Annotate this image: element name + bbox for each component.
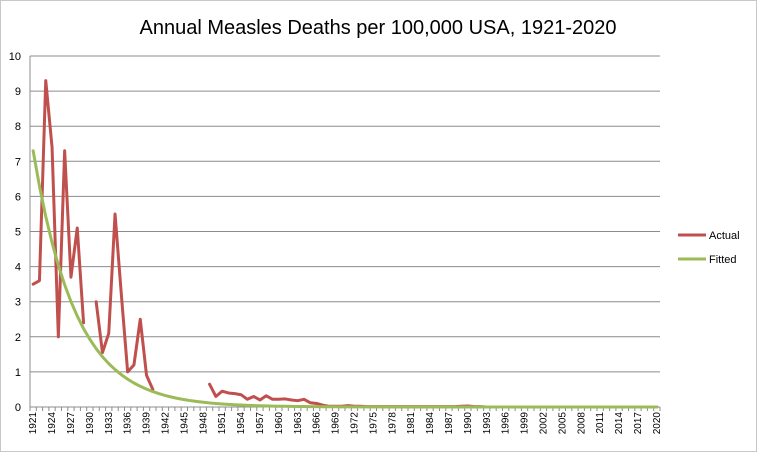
y-tick-label: 7 (15, 156, 21, 168)
y-tick-label: 5 (15, 227, 21, 239)
x-tick-label: 2017 (633, 412, 644, 435)
series-line-fitted (31, 149, 659, 409)
y-tick-label: 8 (15, 121, 21, 133)
x-tick-label: 1930 (85, 412, 96, 435)
x-tick-label: 1975 (368, 412, 379, 435)
x-tick-label: 1924 (47, 412, 58, 435)
x-tick-label: 1960 (274, 412, 285, 435)
x-tick-label: 2008 (576, 412, 587, 435)
x-tick-label: 2002 (538, 412, 549, 435)
x-tick-label: 1993 (482, 412, 493, 435)
x-tick-label: 1978 (387, 412, 398, 435)
x-tick-label: 1999 (520, 412, 531, 435)
y-tick-label: 3 (15, 297, 21, 309)
y-tick-label: 10 (9, 51, 21, 63)
chart-title: Annual Measles Deaths per 100,000 USA, 1… (140, 17, 617, 39)
x-tick-label: 1948 (198, 412, 209, 435)
x-tick-label: 1942 (160, 412, 171, 435)
series-actual (31, 79, 659, 409)
axes (29, 56, 661, 411)
x-tick-label: 1933 (104, 412, 115, 435)
x-tick-label: 1945 (179, 412, 190, 435)
x-tick-label: 1954 (236, 412, 247, 435)
series-fitted (31, 149, 659, 409)
y-tick-label: 0 (15, 402, 21, 414)
x-tick-label: 1936 (123, 412, 134, 435)
series-lines (31, 79, 659, 409)
legend-label-fitted: Fitted (709, 254, 737, 266)
x-tick-label: 1921 (28, 412, 39, 435)
x-tick-label: 2005 (557, 412, 568, 435)
x-tick-label: 1996 (501, 412, 512, 435)
x-tick-label: 1939 (142, 412, 153, 435)
legend-label-actual: Actual (709, 230, 740, 242)
y-tick-label: 9 (15, 86, 21, 98)
grid-lines (30, 55, 660, 373)
series-line-actual (94, 212, 155, 391)
series-line-actual (31, 79, 86, 339)
x-tick-label: 2011 (595, 412, 606, 434)
x-tick-label: 1987 (444, 412, 455, 435)
legend: Actual Fitted (678, 230, 740, 266)
x-tick-label: 1963 (293, 412, 304, 435)
y-tick-label: 1 (15, 367, 21, 379)
y-tick-label: 2 (15, 332, 21, 344)
x-tick-label: 1957 (255, 412, 266, 435)
x-tick-label: 1981 (406, 412, 417, 435)
x-tick-label: 1951 (217, 412, 228, 435)
y-tick-label: 6 (15, 191, 21, 203)
x-axis-tick-labels: 1921 1924 1927 1930 1933 1936 1939 1942 1945 1948… (28, 412, 663, 435)
x-tick-label: 2020 (652, 412, 663, 435)
x-tick-label: 1984 (425, 412, 436, 435)
y-tick-label: 4 (15, 262, 21, 274)
y-axis-tick-labels: 0 1 2 3 4 5 6 7 8 9 10 (9, 51, 21, 414)
x-tick-label: 1990 (463, 412, 474, 435)
x-tick-label: 1972 (349, 412, 360, 435)
x-tick-label: 1969 (331, 412, 342, 435)
x-tick-label: 1966 (312, 412, 323, 435)
series-line-actual (208, 382, 659, 409)
x-tick-label: 2014 (614, 412, 625, 435)
x-tick-label: 1927 (66, 412, 77, 435)
